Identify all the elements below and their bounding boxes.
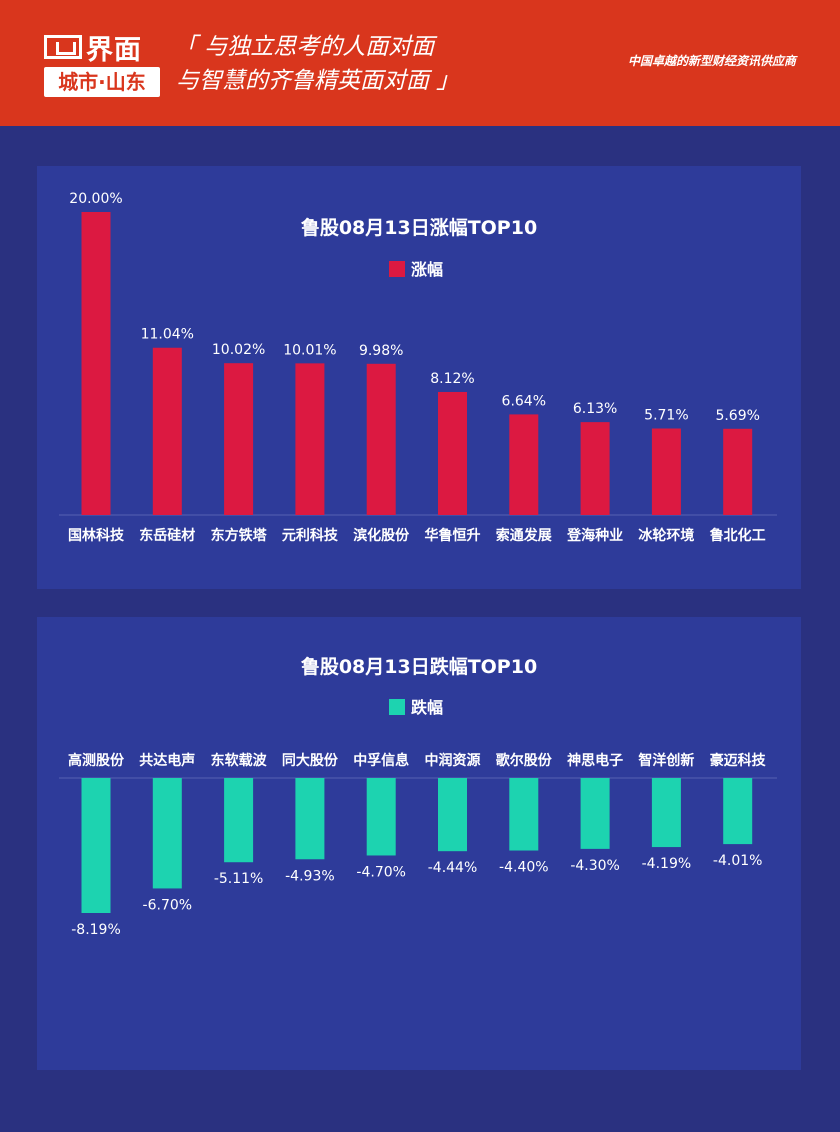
gainers-bar <box>438 391 467 515</box>
brand-logo: 界面 城市·山东 <box>44 31 160 97</box>
losers-bar <box>580 778 610 849</box>
gainers-bar <box>224 363 254 515</box>
gainers-value-label: 6.13% <box>573 401 617 417</box>
losers-value-label: -4.01% <box>713 853 763 869</box>
losers-bar <box>723 778 753 845</box>
losers-category-label: 高测股份 <box>68 752 125 769</box>
losers-value-label: -4.30% <box>570 858 620 874</box>
losers-bar <box>651 778 681 848</box>
gainers-legend-swatch <box>389 261 405 277</box>
losers-category-label: 智洋创新 <box>637 752 694 769</box>
losers-category-label: 豪迈科技 <box>710 752 767 769</box>
gainers-legend-label: 涨幅 <box>411 260 443 279</box>
losers-bar <box>366 778 396 856</box>
gainers-category-label: 滨化股份 <box>353 527 410 544</box>
gainers-panel: 鲁股08月13日涨幅TOP10 涨幅 20.00% 国林科技 11.04% 东岳硅材 10.… <box>37 166 801 589</box>
gainers-category-label: 东方铁塔 <box>211 527 268 544</box>
gainers-category-label: 华鲁恒升 <box>425 527 481 544</box>
losers-chart-title: 鲁股08月13日跌幅TOP10 <box>300 655 537 678</box>
gainers-value-label: 10.01% <box>283 342 336 358</box>
gainers-chart-title: 鲁股08月13日涨幅TOP10 <box>300 216 537 239</box>
losers-category-label: 同大股份 <box>282 752 339 769</box>
gainers-bar <box>651 428 681 515</box>
losers-category-label: 神思电子 <box>567 752 623 769</box>
logo-mark-icon <box>44 35 82 59</box>
losers-value-label: -4.93% <box>285 868 335 884</box>
losers-bar <box>438 778 467 852</box>
slogan-line-2: 与智慧的齐鲁精英面对面 」 <box>176 68 460 94</box>
gainers-value-label: 6.64% <box>502 393 546 409</box>
gainers-category-label: 国林科技 <box>68 527 125 544</box>
gainers-category-label: 东岳硅材 <box>139 527 195 544</box>
losers-value-label: -4.19% <box>642 856 692 872</box>
gainers-bar <box>295 363 325 515</box>
logo-city: 城市·山东 <box>44 67 160 97</box>
gainers-bar <box>580 422 610 515</box>
losers-chart: 鲁股08月13日跌幅TOP10 跌幅 -8.19% 高测股份 -6.70% 共达电声 -5.… <box>59 655 777 938</box>
losers-value-label: -4.40% <box>499 860 549 876</box>
losers-bar <box>295 778 325 860</box>
gainers-category-label: 索通发展 <box>496 527 552 544</box>
gainers-category-label: 元利科技 <box>282 527 339 544</box>
losers-value-label: -6.70% <box>143 897 193 913</box>
losers-bar <box>509 778 539 851</box>
losers-category-label: 中润资源 <box>425 752 481 769</box>
gainers-value-label: 20.00% <box>69 191 122 207</box>
tagline: 中国卓越的新型财经资讯供应商 <box>627 54 796 68</box>
header-banner: 界面 城市·山东 「 与独立思考的人面对面 与智慧的齐鲁精英面对面 」 中国卓越… <box>0 0 840 126</box>
losers-category-label: 共达电声 <box>139 752 195 769</box>
losers-panel: 鲁股08月13日跌幅TOP10 跌幅 -8.19% 高测股份 -6.70% 共达电声 -5.… <box>37 617 801 1070</box>
gainers-category-label: 登海种业 <box>566 527 623 544</box>
gainers-category-label: 鲁北化工 <box>709 527 766 544</box>
gainers-value-label: 9.98% <box>359 343 403 359</box>
gainers-bar <box>723 428 753 515</box>
gainers-bar <box>81 212 111 515</box>
losers-bar <box>152 778 182 889</box>
gainers-bar <box>152 347 182 515</box>
losers-bar <box>81 778 111 913</box>
gainers-value-label: 10.02% <box>212 342 265 358</box>
gainers-bar <box>509 414 539 515</box>
gainers-value-label: 5.71% <box>644 407 688 423</box>
gainers-category-label: 冰轮环境 <box>638 527 694 544</box>
losers-legend-swatch <box>389 699 405 715</box>
slogan-line-1: 「 与独立思考的人面对面 <box>174 34 435 60</box>
losers-category-label: 东软载波 <box>211 752 268 769</box>
gainers-bar <box>366 363 396 515</box>
losers-legend-label: 跌幅 <box>411 698 443 717</box>
losers-value-label: -8.19% <box>71 922 121 938</box>
logo-word: 界面 <box>86 34 142 66</box>
losers-value-label: -4.44% <box>428 860 478 876</box>
gainers-value-label: 8.12% <box>430 371 474 387</box>
gainers-value-label: 5.69% <box>715 408 759 424</box>
gainers-chart: 鲁股08月13日涨幅TOP10 涨幅 20.00% 国林科技 11.04% 东岳硅材 10.… <box>59 191 777 544</box>
losers-value-label: -5.11% <box>214 871 264 887</box>
losers-value-label: -4.70% <box>356 864 406 880</box>
losers-bar <box>224 778 254 863</box>
losers-category-label: 中孚信息 <box>353 752 409 769</box>
slogan: 「 与独立思考的人面对面 与智慧的齐鲁精英面对面 」 <box>174 30 504 98</box>
losers-category-label: 歌尔股份 <box>496 752 553 769</box>
gainers-value-label: 11.04% <box>141 327 194 343</box>
logo-top: 界面 <box>44 31 160 66</box>
